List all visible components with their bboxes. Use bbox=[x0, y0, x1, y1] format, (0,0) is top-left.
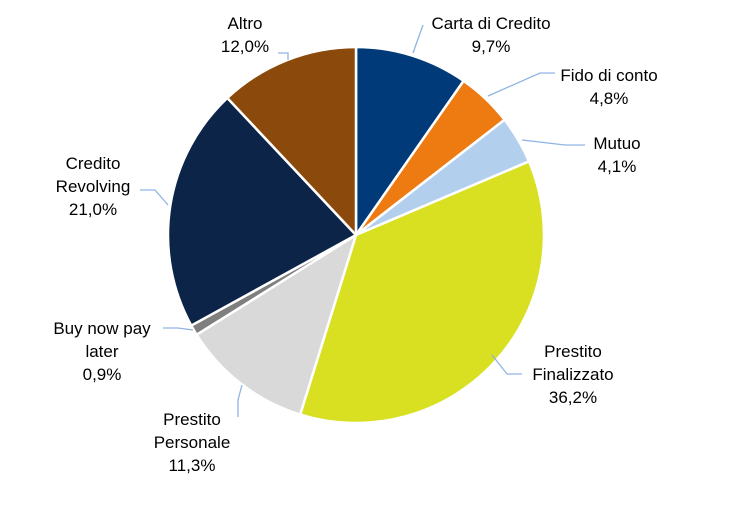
slice-value-label: 0,9% bbox=[83, 365, 122, 384]
leader-line bbox=[237, 384, 243, 417]
pie-slice-credito-revolving bbox=[166, 96, 358, 327]
slice-value-label: 21,0% bbox=[69, 200, 117, 219]
slice-category-label: Fido di conto bbox=[560, 66, 657, 85]
leader-line bbox=[278, 52, 289, 60]
slice-category-label: Altro bbox=[228, 14, 263, 33]
slice-category-label: Prestito bbox=[163, 410, 221, 429]
slice-value-label: 12,0% bbox=[221, 37, 269, 56]
slice-value-label: 4,8% bbox=[590, 89, 629, 108]
slice-category-label: Finalizzato bbox=[532, 365, 613, 384]
pie-slice-altro bbox=[226, 45, 358, 237]
pie-slice-prestito-personale bbox=[195, 233, 358, 416]
leader-line bbox=[140, 189, 169, 206]
leader-line bbox=[487, 72, 555, 97]
leader-line bbox=[491, 354, 522, 375]
leader-lines bbox=[140, 24, 585, 417]
leader-line bbox=[521, 139, 585, 146]
pie-slice-prestito-finalizzato bbox=[298, 160, 546, 425]
slice-category-label: Prestito bbox=[544, 342, 602, 361]
leader-line bbox=[163, 327, 194, 331]
slice-category-label: later bbox=[85, 342, 118, 361]
slice-value-label: 36,2% bbox=[549, 388, 597, 407]
slice-category-label: Mutuo bbox=[593, 134, 640, 153]
slice-category-label: Buy now pay bbox=[53, 319, 151, 338]
slice-labels: Carta di Credito 9,7% Fido di conto 4,8% Mut… bbox=[53, 14, 657, 475]
pie-slice-carta-di-credito bbox=[354, 45, 465, 237]
slice-category-label: Credito bbox=[66, 154, 121, 173]
pie-slices bbox=[166, 45, 546, 425]
slice-value-label: 4,1% bbox=[598, 157, 637, 176]
leader-line bbox=[412, 24, 424, 54]
slice-category-label: Revolving bbox=[56, 177, 131, 196]
slice-category-label: Personale bbox=[154, 433, 231, 452]
slice-value-label: 9,7% bbox=[472, 37, 511, 56]
slice-value-label: 11,3% bbox=[169, 456, 216, 475]
slice-category-label: Carta di Credito bbox=[431, 14, 550, 33]
